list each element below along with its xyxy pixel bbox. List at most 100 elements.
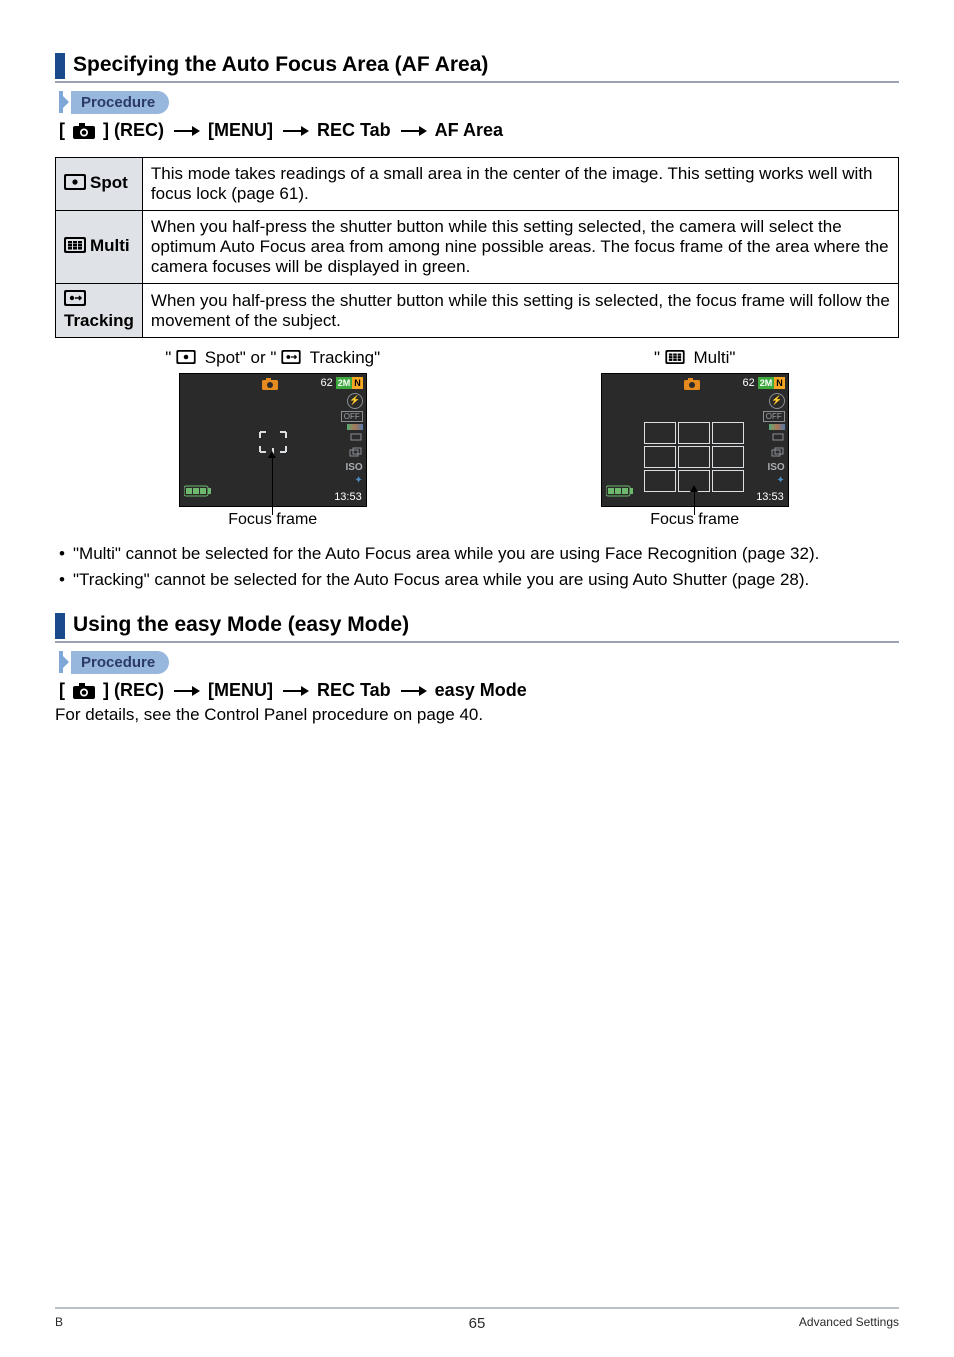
rec-label: ] (REC) bbox=[103, 680, 164, 701]
multi-icon bbox=[665, 349, 685, 369]
target-label: easy Mode bbox=[435, 680, 527, 701]
heading-bar bbox=[55, 613, 65, 639]
heading-title: Using the easy Mode (easy Mode) bbox=[73, 610, 409, 641]
pointer-line bbox=[694, 489, 695, 515]
top-right-readout: 62 2M N bbox=[742, 377, 784, 389]
preview-wrapper: 62 2M N ⚡ OFF ISO ✦ 13:53 bbox=[179, 373, 367, 507]
tab-label: REC Tab bbox=[317, 680, 391, 701]
awb-icon bbox=[769, 424, 785, 430]
shots-remaining: 62 bbox=[742, 377, 754, 389]
preview-row: " Spot" or " Tracking" 62 2M bbox=[55, 348, 899, 529]
notes-list: "Multi" cannot be selected for the Auto … bbox=[55, 543, 899, 593]
pointer-line bbox=[272, 455, 273, 515]
breadcrumb-af-area: [ ] (REC) [MENU] REC Tab AF Area bbox=[55, 120, 899, 141]
iso-label: ISO bbox=[345, 462, 362, 473]
rec-label: ] (REC) bbox=[103, 120, 164, 141]
label-text: Multi" bbox=[694, 348, 736, 367]
top-right-readout: 62 2M N bbox=[320, 377, 362, 389]
battery-icon bbox=[184, 484, 212, 502]
off-box: OFF bbox=[341, 411, 363, 422]
right-column: ⚡ OFF ISO ✦ bbox=[763, 392, 785, 487]
arrow-icon bbox=[172, 124, 200, 138]
camera-icon bbox=[73, 683, 95, 699]
row-tracking-header: Tracking bbox=[56, 284, 143, 338]
tab-label: REC Tab bbox=[317, 120, 391, 141]
pointer-arrowhead bbox=[690, 485, 698, 492]
meter-icon bbox=[771, 432, 785, 445]
off-box: OFF bbox=[763, 411, 785, 422]
list-item: "Multi" cannot be selected for the Auto … bbox=[55, 543, 899, 566]
right-column: ⚡ OFF ISO ✦ bbox=[341, 392, 363, 487]
arrow-icon bbox=[172, 684, 200, 698]
target-label: AF Area bbox=[435, 120, 503, 141]
stack-icon bbox=[349, 447, 363, 460]
row-spot-label: Spot bbox=[90, 173, 128, 192]
row-multi-desc: When you half-press the shutter button w… bbox=[142, 211, 898, 284]
procedure-pill: Procedure bbox=[71, 651, 169, 674]
label-text: Tracking" bbox=[310, 348, 381, 367]
time-readout: 13:53 bbox=[334, 491, 362, 503]
quality-tag: N bbox=[352, 377, 363, 389]
label-text: Spot" or " bbox=[205, 348, 277, 367]
multi-icon bbox=[64, 237, 86, 258]
row-spot-header: Spot bbox=[56, 158, 143, 211]
preview-wrapper: 62 2M N ⚡ OFF ISO ✦ 13:53 bbox=[601, 373, 789, 507]
footer-page-number: 65 bbox=[55, 1315, 899, 1332]
arrow-icon bbox=[399, 684, 427, 698]
table-row: Spot This mode takes readings of a small… bbox=[56, 158, 899, 211]
section-heading-easy-mode: Using the easy Mode (easy Mode) bbox=[55, 610, 899, 643]
list-item: "Tracking" cannot be selected for the Au… bbox=[55, 569, 899, 592]
preview-spot-tracking: " Spot" or " Tracking" 62 2M bbox=[165, 348, 380, 529]
page-footer: B 65 Advanced Settings bbox=[55, 1307, 899, 1329]
camera-icon bbox=[73, 123, 95, 139]
camera-icon bbox=[684, 377, 700, 395]
iso-label: ISO bbox=[767, 462, 784, 473]
section-heading-af-area: Specifying the Auto Focus Area (AF Area) bbox=[55, 50, 899, 83]
flash-icon: ⚡ bbox=[347, 393, 363, 409]
preview-right-label: " Multi" bbox=[654, 348, 735, 369]
heading-title: Specifying the Auto Focus Area (AF Area) bbox=[73, 50, 488, 81]
quote: " bbox=[165, 348, 171, 367]
camera-screen: 62 2M N ⚡ OFF ISO ✦ 13:53 bbox=[179, 373, 367, 507]
awb-icon bbox=[347, 424, 363, 430]
spot-icon bbox=[64, 174, 86, 195]
heading-bar bbox=[55, 53, 65, 79]
menu-label: [MENU] bbox=[208, 680, 273, 701]
procedure-row: Procedure bbox=[55, 91, 899, 114]
procedure-row: Procedure bbox=[55, 651, 899, 674]
menu-label: [MENU] bbox=[208, 120, 273, 141]
row-tracking-desc: When you half-press the shutter button w… bbox=[142, 284, 898, 338]
pointer-arrowhead bbox=[268, 451, 276, 458]
procedure-tick bbox=[55, 91, 65, 113]
procedure-pill: Procedure bbox=[71, 91, 169, 114]
time-readout: 13:53 bbox=[756, 491, 784, 503]
ev-icon: ✦ bbox=[354, 475, 362, 486]
breadcrumb-easy-mode: [ ] (REC) [MENU] REC Tab easy Mode bbox=[55, 680, 899, 701]
table-row: Tracking When you half-press the shutter… bbox=[56, 284, 899, 338]
multi-grid bbox=[644, 422, 744, 492]
stack-icon bbox=[771, 447, 785, 460]
row-multi-header: Multi bbox=[56, 211, 143, 284]
size-tag: 2M bbox=[336, 377, 353, 389]
shots-remaining: 62 bbox=[320, 377, 332, 389]
arrow-icon bbox=[281, 124, 309, 138]
quality-tag: N bbox=[774, 377, 785, 389]
size-tag: 2M bbox=[758, 377, 775, 389]
row-spot-desc: This mode takes readings of a small area… bbox=[142, 158, 898, 211]
tracking-icon bbox=[64, 290, 86, 311]
procedure-tick bbox=[55, 651, 65, 673]
camera-icon bbox=[262, 377, 278, 395]
meter-icon bbox=[349, 432, 363, 445]
row-multi-label: Multi bbox=[90, 236, 130, 255]
bracket-open: [ bbox=[59, 120, 65, 141]
quote: " bbox=[654, 348, 660, 367]
arrow-icon bbox=[281, 684, 309, 698]
preview-left-label: " Spot" or " Tracking" bbox=[165, 348, 380, 369]
easy-mode-body: For details, see the Control Panel proce… bbox=[55, 705, 899, 725]
arrow-icon bbox=[399, 124, 427, 138]
page: Specifying the Auto Focus Area (AF Area)… bbox=[0, 0, 954, 1357]
row-tracking-label: Tracking bbox=[64, 311, 134, 330]
tracking-icon bbox=[281, 349, 301, 369]
flash-icon: ⚡ bbox=[769, 393, 785, 409]
table-row: Multi When you half-press the shutter bu… bbox=[56, 211, 899, 284]
